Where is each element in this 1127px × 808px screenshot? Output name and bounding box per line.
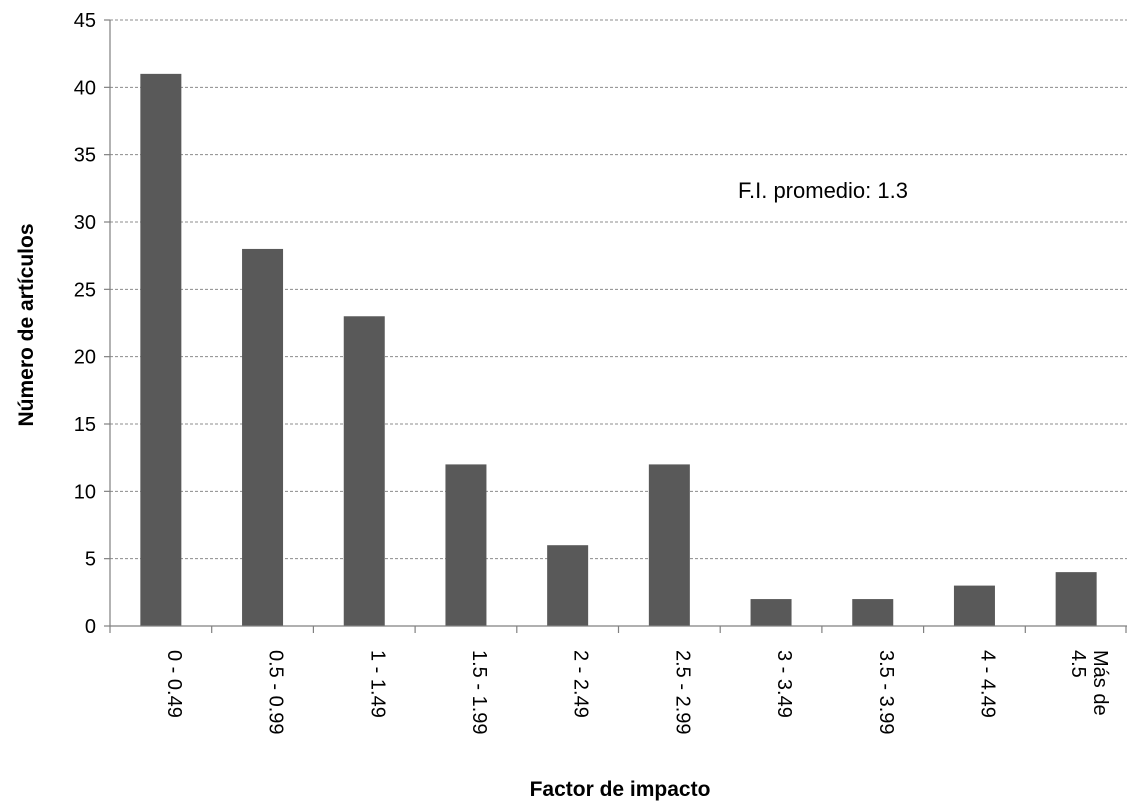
y-tick-label: 25 [74,279,96,301]
x-tick-label: 0 - 0.49 [163,650,185,718]
bar [1055,572,1097,626]
bar [648,464,690,626]
bar [242,248,284,626]
x-tick-label: 4 - 4.49 [976,650,998,718]
x-tick-label: Más de [1089,650,1111,716]
y-tick-label: 20 [74,347,96,369]
bar [343,316,385,626]
bar [445,464,487,626]
bar [140,73,182,626]
x-tick-label: 3.5 - 3.99 [875,650,897,735]
y-tick-label: 10 [74,481,96,503]
x-tick-label: 2 - 2.49 [570,650,592,718]
x-tick-label: 3 - 3.49 [773,650,795,718]
gridlines [110,19,1127,560]
bar [750,599,792,626]
y-tick-label: 5 [85,549,96,571]
y-tick-label: 35 [74,145,96,167]
x-tick-label: 1.5 - 1.99 [468,650,490,735]
y-tick-label: 0 [85,616,96,638]
y-tick-label: 30 [74,212,96,234]
y-tick-label: 45 [74,10,96,32]
axes [104,19,1127,633]
x-axis-title: Factor de impacto [530,778,711,801]
y-axis-title: Número de artículos [15,223,38,426]
x-tick-label: 1 - 1.49 [366,650,388,718]
x-tick-label: 4.5 [1067,650,1089,678]
y-tick-labels: 0 5 10 15 20 25 30 35 40 45 [74,10,96,638]
x-tick-labels: 0 - 0.49 0.5 - 0.99 1 - 1.49 1.5 - 1.99 2 - … [163,650,1111,735]
y-tick-label: 40 [74,77,96,99]
average-annotation: F.I. promedio: 1.3 [738,178,908,203]
x-tick-label: 0.5 - 0.99 [265,650,287,735]
bar [953,585,995,626]
bar [547,545,589,626]
x-tick-label: 2.5 - 2.99 [671,650,693,735]
bars [140,73,1097,626]
y-tick-label: 15 [74,414,96,436]
bar [852,599,894,626]
